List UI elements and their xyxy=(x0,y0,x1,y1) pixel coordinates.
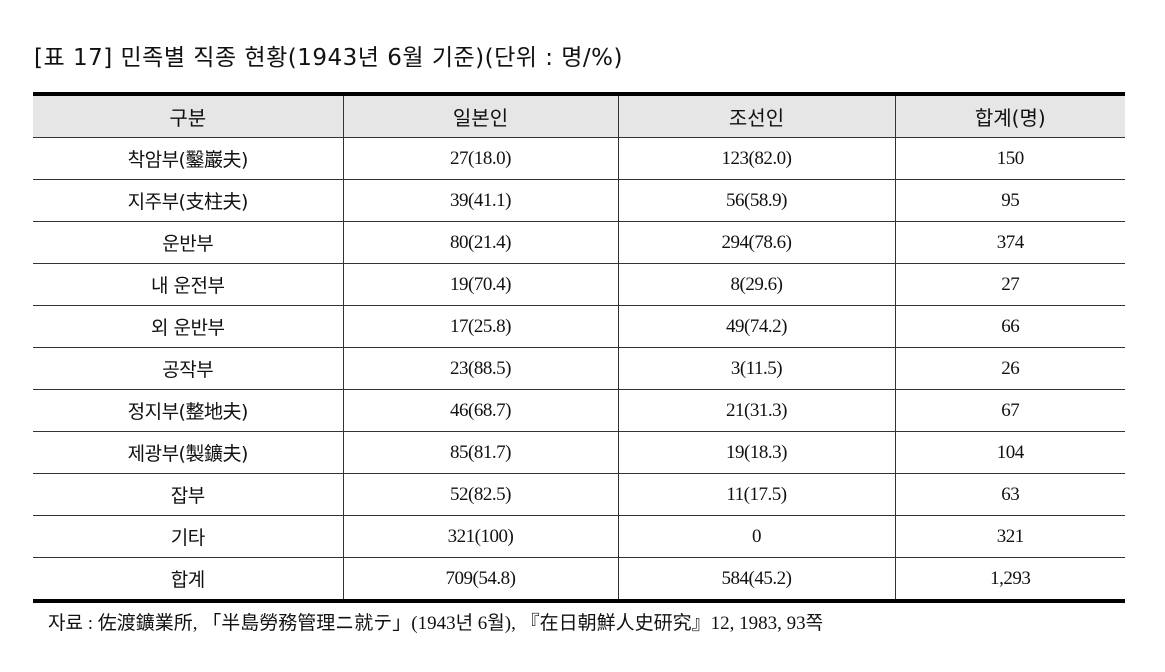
korean-cell: 11(17.5) xyxy=(617,473,895,516)
total-cell: 26 xyxy=(894,347,1125,390)
total-cell: 321 xyxy=(894,515,1125,558)
row-label: 기타 xyxy=(33,515,343,558)
total-cell: 66 xyxy=(894,305,1125,348)
table-row: 제광부(製鑛夫) 85(81.7) 19(18.3) 104 xyxy=(33,431,1125,474)
total-cell: 150 xyxy=(894,137,1125,180)
japanese-cell: 23(88.5) xyxy=(342,347,618,390)
table-row: 외 운반부 17(25.8) 49(74.2) 66 xyxy=(33,305,1125,348)
korean-cell: 21(31.3) xyxy=(617,389,895,432)
japanese-cell: 80(21.4) xyxy=(342,221,618,264)
row-label: 내 운전부 xyxy=(33,263,343,306)
korean-cell: 49(74.2) xyxy=(617,305,895,348)
header-total: 합계(명) xyxy=(894,94,1125,138)
korean-cell: 56(58.9) xyxy=(617,179,895,222)
row-label: 운반부 xyxy=(33,221,343,264)
header-japanese: 일본인 xyxy=(342,94,618,138)
total-cell: 27 xyxy=(894,263,1125,306)
table-header-row: 구분 일본인 조선인 합계(명) xyxy=(33,94,1125,138)
japanese-cell: 19(70.4) xyxy=(342,263,618,306)
japanese-cell: 52(82.5) xyxy=(342,473,618,516)
japanese-cell: 709(54.8) xyxy=(342,557,618,602)
table-row: 공작부 23(88.5) 3(11.5) 26 xyxy=(33,347,1125,390)
total-cell: 1,293 xyxy=(894,557,1125,602)
source-note: 자료 : 佐渡鑛業所, 「半島勞務管理ニ就テ」(1943년 6월), 『在日朝鮮… xyxy=(48,613,824,634)
total-cell: 95 xyxy=(894,179,1125,222)
total-cell: 374 xyxy=(894,221,1125,264)
japanese-cell: 17(25.8) xyxy=(342,305,618,348)
table-row: 기타 321(100) 0 321 xyxy=(33,515,1125,558)
table-row: 운반부 80(21.4) 294(78.6) 374 xyxy=(33,221,1125,264)
japanese-cell: 321(100) xyxy=(342,515,618,558)
japanese-cell: 46(68.7) xyxy=(342,389,618,432)
total-cell: 104 xyxy=(894,431,1125,474)
korean-cell: 123(82.0) xyxy=(617,137,895,180)
korean-cell: 3(11.5) xyxy=(617,347,895,390)
korean-cell: 0 xyxy=(617,515,895,558)
total-cell: 63 xyxy=(894,473,1125,516)
table-row: 내 운전부 19(70.4) 8(29.6) 27 xyxy=(33,263,1125,306)
row-label: 착암부(鑿巖夫) xyxy=(33,137,343,180)
table-row: 지주부(支柱夫) 39(41.1) 56(58.9) 95 xyxy=(33,179,1125,222)
korean-cell: 294(78.6) xyxy=(617,221,895,264)
occupation-table: 구분 일본인 조선인 합계(명) 착암부(鑿巖夫) 27(18.0) 123(82.… xyxy=(33,92,1125,603)
table-row: 합계 709(54.8) 584(45.2) 1,293 xyxy=(33,557,1125,602)
table-row: 잡부 52(82.5) 11(17.5) 63 xyxy=(33,473,1125,516)
header-korean: 조선인 xyxy=(617,94,895,138)
row-label: 정지부(整地夫) xyxy=(33,389,343,432)
japanese-cell: 85(81.7) xyxy=(342,431,618,474)
row-label: 외 운반부 xyxy=(33,305,343,348)
table-title: [표 17] 민족별 직종 현황(1943년 6월 기준)(단위 : 명/%) xyxy=(34,45,624,71)
korean-cell: 8(29.6) xyxy=(617,263,895,306)
table-row: 착암부(鑿巖夫) 27(18.0) 123(82.0) 150 xyxy=(33,137,1125,180)
row-label: 지주부(支柱夫) xyxy=(33,179,343,222)
row-label: 합계 xyxy=(33,557,343,602)
row-label: 잡부 xyxy=(33,473,343,516)
row-label: 공작부 xyxy=(33,347,343,390)
japanese-cell: 39(41.1) xyxy=(342,179,618,222)
table-row: 정지부(整地夫) 46(68.7) 21(31.3) 67 xyxy=(33,389,1125,432)
header-category: 구분 xyxy=(33,94,343,138)
total-cell: 67 xyxy=(894,389,1125,432)
japanese-cell: 27(18.0) xyxy=(342,137,618,180)
row-label: 제광부(製鑛夫) xyxy=(33,431,343,474)
korean-cell: 19(18.3) xyxy=(617,431,895,474)
korean-cell: 584(45.2) xyxy=(617,557,895,602)
